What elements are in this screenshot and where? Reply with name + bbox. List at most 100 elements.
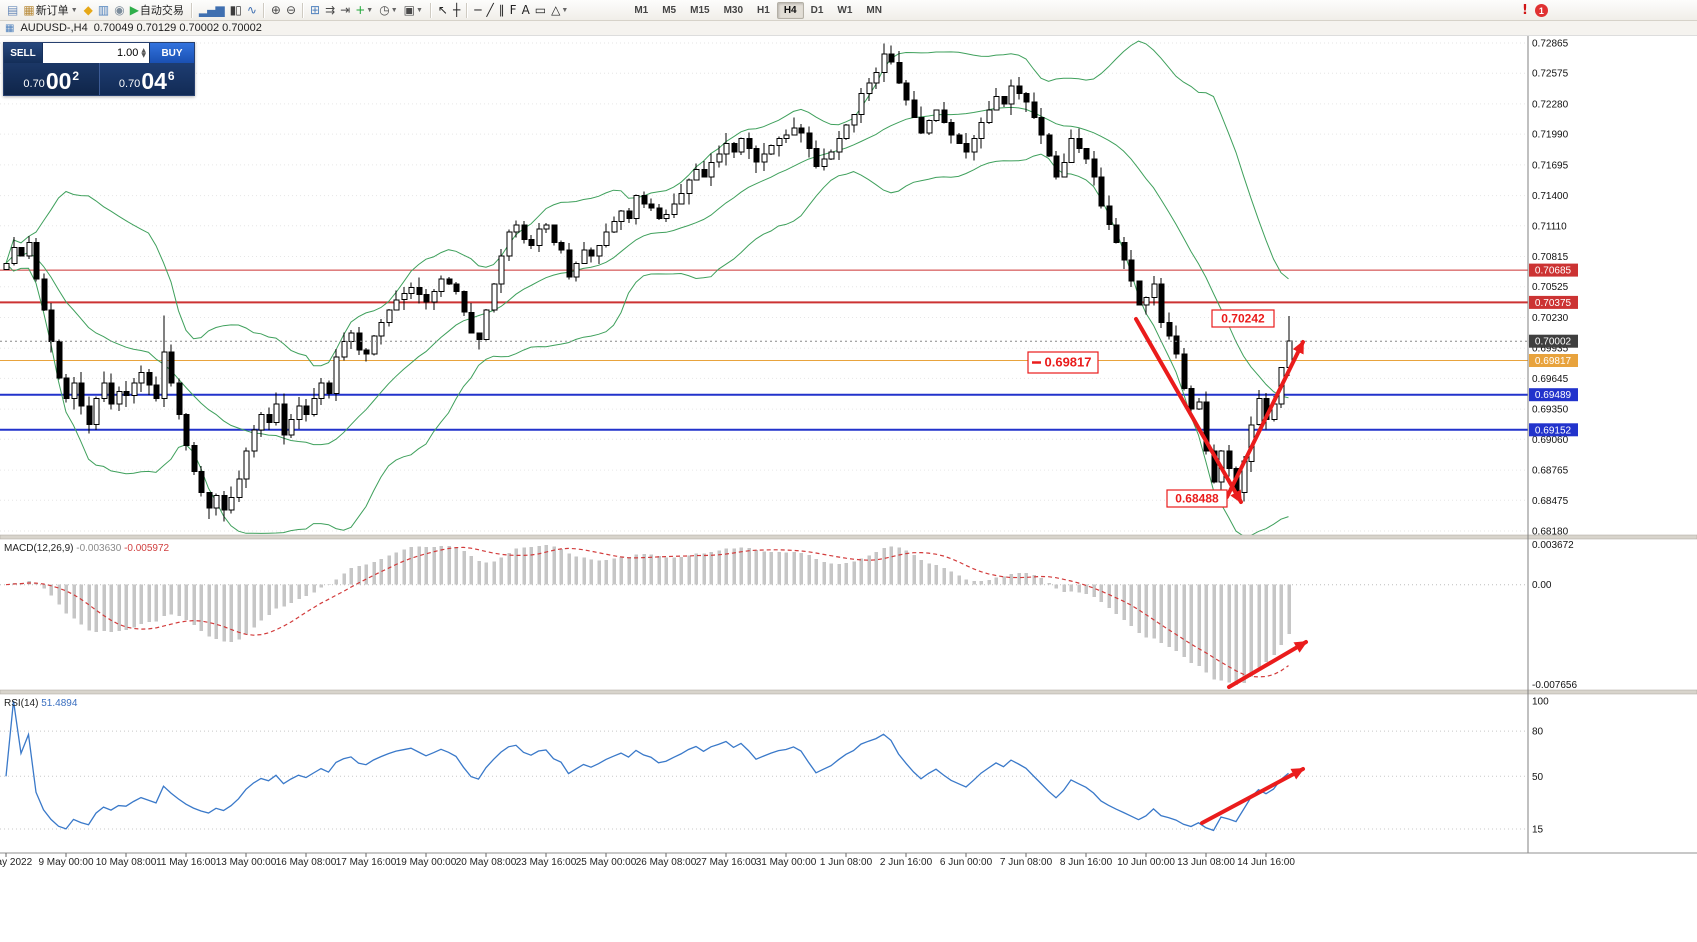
candlestick-layer [3,43,1293,522]
timeframe-w1-button[interactable]: W1 [837,4,853,16]
zoom-out-icon[interactable]: ⊖ [283,3,298,17]
timeframe-h1-button[interactable]: H1 [757,4,770,16]
volume-spinner: ▲ ▼ [141,47,146,59]
timeframe-mn-button[interactable]: MN [866,4,882,16]
horizontal-line-tool-icon: ─ [474,3,481,17]
new-order-button[interactable]: ▦ 新订单 ▼ [20,1,80,19]
rsi-panel[interactable] [0,700,1528,832]
notification-count-badge[interactable]: 1 [1534,4,1548,17]
timeframe-m1-button[interactable]: M1 [634,4,649,16]
market-watch-icon[interactable]: ▥ [95,3,111,17]
chart-area[interactable]: 0.72865 0.72575 0.72280 0.71990 0.71695 0.714… [0,36,1697,940]
zoom-in-icon[interactable]: ⊕ [268,3,283,17]
timeframe-d1-button[interactable]: D1 [810,4,824,16]
line-chart-icon: ∿ [246,3,257,17]
tile-windows-icon: ⊞ [310,3,320,17]
toolbar-left-group: ▤ ▦ 新订单 ▼ ◆ ▥ ◉ ▶ 自动交易 ▂▄▆ ▮▯ ∿ ⊕ ⊖ ⊞ ⇉ ⇥ + ▼ ◷ ▼ ▣ ▼ ↖ ┼ ─ ╱ ∥ F A ▭ △… [4,1,571,19]
timeframe-h4-button[interactable]: H4 [776,1,804,19]
macd-signal-line [5,546,1289,678]
template-icon: ▣ [403,3,415,17]
periods-button[interactable]: ◷ ▼ [376,3,400,17]
volume-decrease-button[interactable]: ▼ [141,52,146,59]
crosshair-tool-icon: ┼ [452,3,460,17]
svg-text:0.72575: 0.72575 [1532,69,1569,80]
fibonacci-tool-icon: F [509,3,517,17]
chart-shift-icon[interactable]: ⇥ [337,3,352,17]
channel-tool-icon: ∥ [498,3,505,17]
sell-button[interactable]: SELL [4,43,42,63]
timeframe-m5-button[interactable]: M5 [662,4,677,16]
fibonacci-tool-icon[interactable]: F [507,3,519,17]
svg-text:13 Jun 08:00: 13 Jun 08:00 [1177,857,1235,868]
svg-text:0.68180: 0.68180 [1532,527,1569,538]
buy-price-display[interactable]: 0.70 04 6 [99,63,194,95]
buy-button[interactable]: BUY [150,43,194,63]
price-annotation-label[interactable]: 0.68488 [1166,489,1228,508]
svg-text:8 Jun 16:00: 8 Jun 16:00 [1060,857,1113,868]
svg-text:11 May 16:00: 11 May 16:00 [156,857,216,868]
autotrading-button[interactable]: ▶ 自动交易 [127,1,187,19]
alert-icon[interactable]: ! [1522,3,1528,18]
svg-text:10 May 08:00: 10 May 08:00 [96,857,157,868]
auto-scroll-icon[interactable]: ⇉ [322,3,337,17]
trend-arrow[interactable] [1134,317,1243,504]
indicators-button[interactable]: + ▼ [352,3,376,17]
macd-panel[interactable] [0,545,1528,685]
buy-price-pip-digit: 6 [167,69,175,83]
svg-text:0.70375: 0.70375 [1535,298,1572,309]
buy-price-base: 0.70 [118,78,141,90]
chart-titlebar: ▦ AUDUSD-,H4 0.70049 0.70129 0.70002 0.7… [0,21,1697,36]
templates-button[interactable]: ▣ ▼ [401,3,426,17]
svg-text:50: 50 [1532,772,1544,783]
text-tool-icon[interactable]: A [519,3,532,17]
metaeditor-icon: ◆ [83,3,93,17]
label-tool-icon[interactable]: ▭ [532,3,548,17]
svg-text:0.71400: 0.71400 [1532,191,1569,202]
svg-text:0.71695: 0.71695 [1532,160,1569,171]
shapes-dropdown[interactable]: △ ▼ [548,3,571,17]
svg-text:0.68765: 0.68765 [1532,466,1569,477]
trend-arrow[interactable] [1200,767,1305,825]
cursor-tool-icon[interactable]: ↖ [435,3,450,17]
chart-background [0,36,1697,940]
toolbar-separator [190,2,192,18]
metaeditor-icon[interactable]: ◆ [81,3,95,17]
timeframe-m15-button[interactable]: M15 [690,4,710,16]
svg-text:-0.007656: -0.007656 [1532,680,1577,691]
price-annotation-label[interactable]: 0.69817 [1027,351,1099,374]
chevron-down-icon: ▼ [70,6,78,14]
sell-price-display[interactable]: 0.70 00 2 [4,63,100,95]
volume-field[interactable]: 1.00 ▲ ▼ [42,43,150,63]
one-click-trading-panel: SELL 1.00 ▲ ▼ BUY 0.70 00 2 0.70 [3,42,195,96]
toolbar-separator [429,2,431,18]
line-chart-icon[interactable]: ∿ [244,3,259,17]
panel-separator[interactable] [0,534,1697,695]
chart-canvas[interactable]: 0.72865 0.72575 0.72280 0.71990 0.71695 0.714… [0,36,1697,940]
horizontal-line-tool-icon[interactable]: ─ [471,3,483,17]
price-annotation-label[interactable]: 0.70242 [1211,309,1275,328]
crosshair-tool-icon[interactable]: ┼ [450,3,462,17]
bar-chart-icon[interactable]: ▂▄▆ [196,3,227,17]
candlestick-chart-icon[interactable]: ▮▯ [227,3,244,17]
timeframe-m30-button[interactable]: M30 [723,4,744,16]
chart-ohlc-values: 0.70049 0.70129 0.70002 0.70002 [93,22,262,34]
annotation-layer[interactable]: 0.70242 0.69817 0.68488 [1027,309,1308,825]
volume-increase-button[interactable]: ▲ [141,47,146,54]
tile-windows-icon[interactable]: ⊞ [307,3,322,17]
price-axis[interactable]: 0.72865 0.72575 0.72280 0.71990 0.71695 0.714… [0,36,1697,854]
svg-text:27 May 16:00: 27 May 16:00 [696,857,757,868]
trend-arrow[interactable] [1225,340,1305,499]
label-tool-icon: ▭ [534,3,546,17]
strategy-tester-icon[interactable]: ◉ [111,3,126,17]
trendline-tool-icon[interactable]: ╱ [483,3,495,17]
svg-text:13 May 00:00: 13 May 00:00 [216,857,277,868]
svg-text:25 May 00:00: 25 May 00:00 [576,857,637,868]
svg-text:0.70242: 0.70242 [1221,312,1265,326]
new-order-icon: ▦ [23,3,34,17]
channel-tool-icon[interactable]: ∥ [496,3,507,17]
trend-arrow[interactable] [1227,640,1308,689]
svg-text:31 May 00:00: 31 May 00:00 [756,857,817,868]
chart-window-icon[interactable]: ▤ [4,3,20,17]
svg-text:0.68475: 0.68475 [1532,496,1569,507]
